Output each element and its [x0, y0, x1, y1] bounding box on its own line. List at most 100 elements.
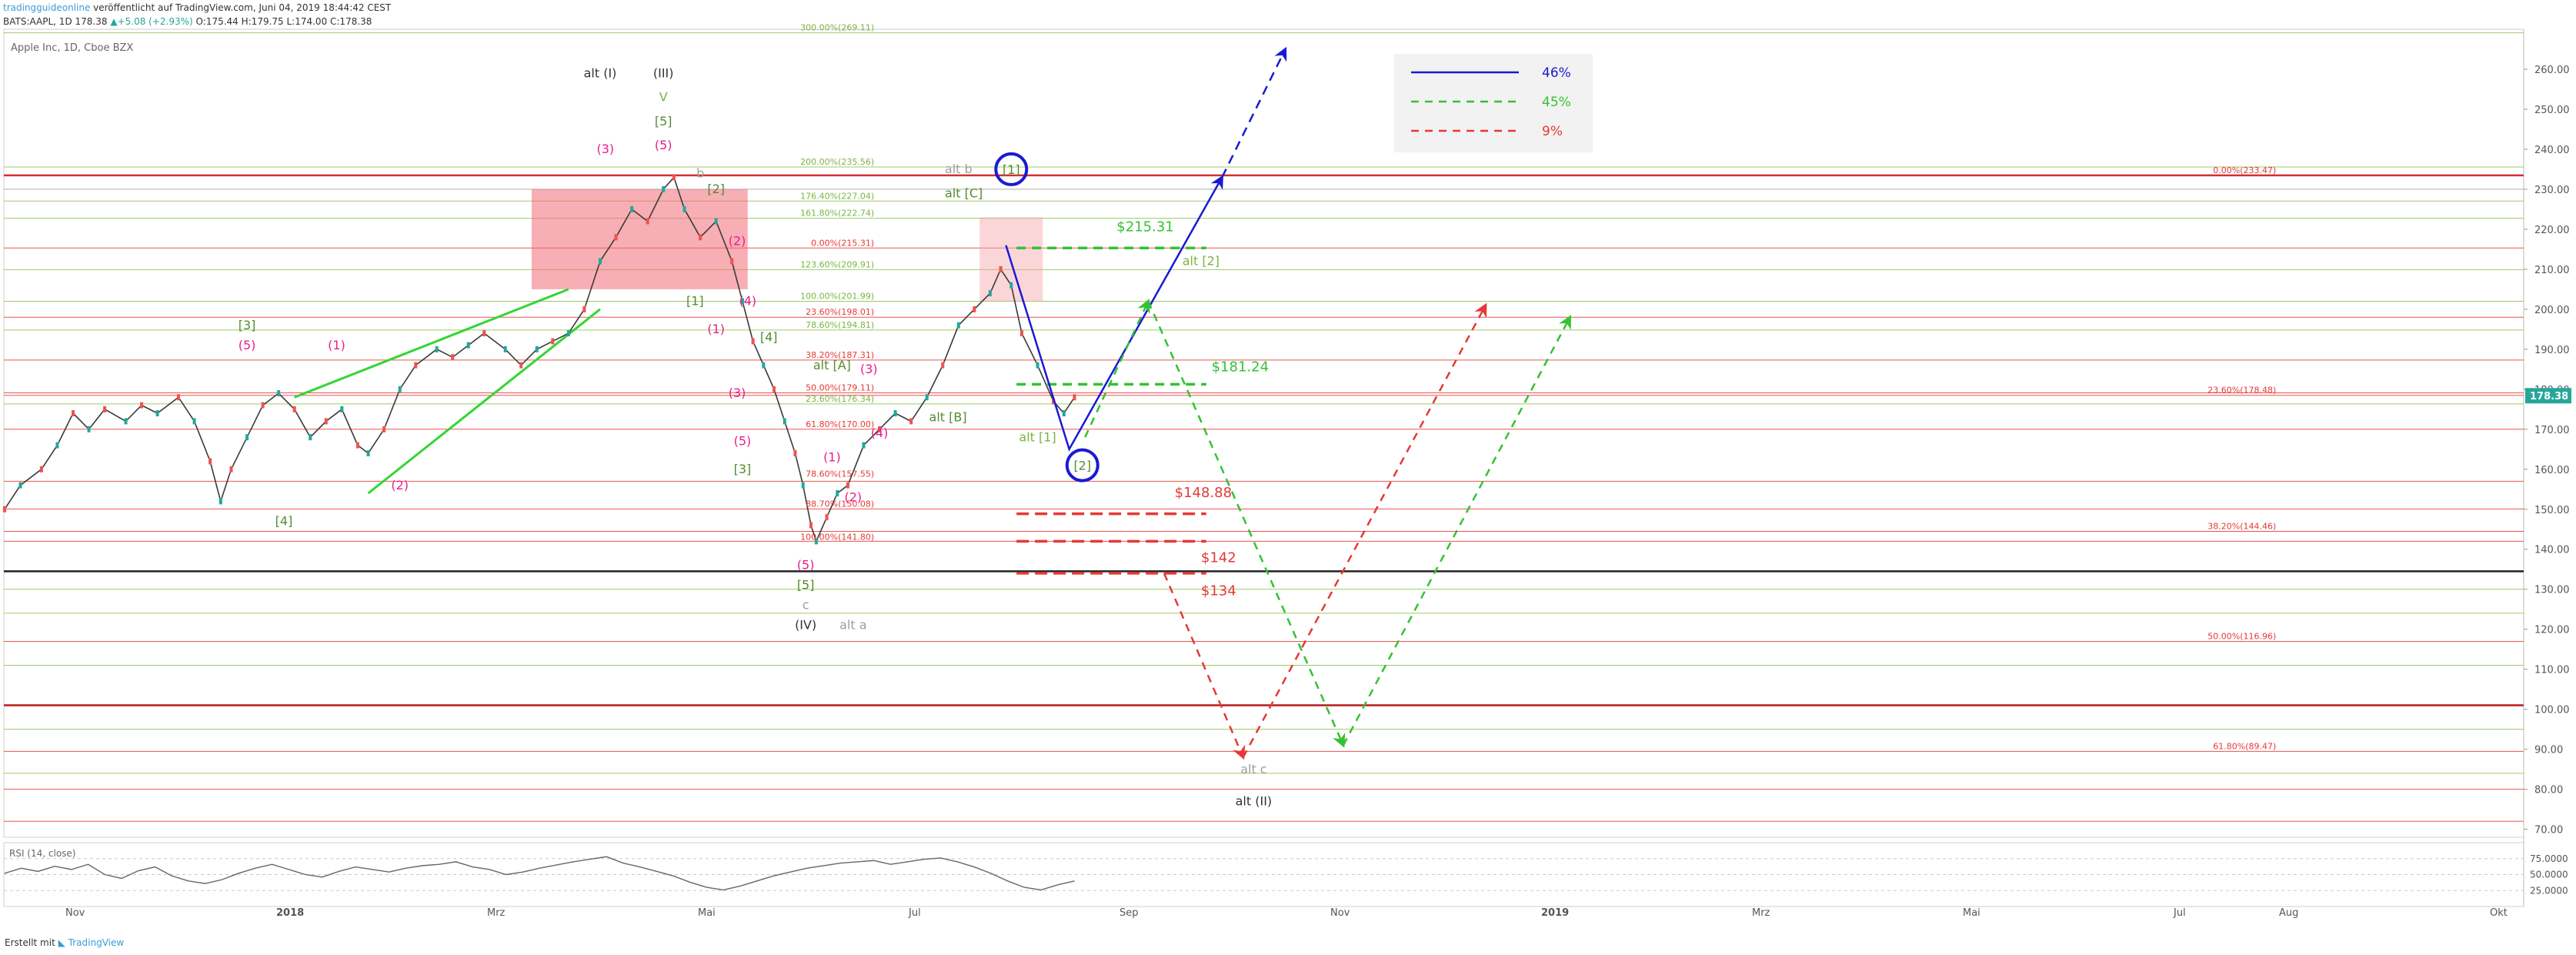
- price-candle: [229, 466, 233, 472]
- wave-label: [4]: [760, 329, 778, 344]
- price-candle: [893, 410, 897, 417]
- price-zone: [531, 189, 748, 289]
- wave-label: (3): [597, 142, 615, 156]
- price-tick-label: 110.00: [2534, 665, 2570, 676]
- price-candle: [925, 394, 929, 401]
- legend-label: 45%: [1542, 95, 1571, 110]
- wedge-trendline: [294, 288, 569, 399]
- price-candle: [103, 406, 107, 412]
- circle-wave-label: [2]: [1073, 459, 1091, 473]
- price-candle: [219, 498, 222, 505]
- price-candle: [551, 338, 555, 345]
- price-tick-label: 220.00: [2534, 225, 2570, 236]
- wave-label: (5): [797, 558, 815, 573]
- wave-label: alt [B]: [929, 409, 967, 424]
- price-candle: [155, 410, 159, 417]
- price-candle: [1036, 362, 1039, 369]
- projection-green-dashed-up: [1084, 299, 1150, 438]
- price-candle: [482, 330, 486, 337]
- tradingview-icon: ◣: [58, 937, 65, 948]
- fib-level-label: 176.40%(227.04): [800, 191, 874, 201]
- time-tick-label: Sep: [1119, 907, 1139, 919]
- price-candle: [192, 418, 196, 425]
- footer-prefix: Erstellt mit: [5, 937, 55, 948]
- wave-label: [3]: [239, 318, 256, 332]
- wave-label: (IV): [795, 618, 816, 633]
- price-candle: [398, 386, 402, 392]
- price-candle: [582, 306, 586, 312]
- wave-label: [5]: [797, 578, 815, 593]
- price-tick-label: 150.00: [2534, 505, 2570, 516]
- price-candle: [956, 322, 960, 329]
- fib-level-label: 88.70%(150.08): [806, 499, 874, 509]
- wave-label: (5): [239, 338, 256, 352]
- rsi-tick-label: 25.0000: [2530, 885, 2568, 896]
- fib-level-label: 0.00%(233.47): [2213, 165, 2276, 175]
- tradingview-link[interactable]: TradingView: [68, 937, 125, 948]
- wave-label: (1): [328, 338, 345, 352]
- price-candle: [672, 174, 676, 181]
- circle-wave-label: [1]: [1003, 162, 1020, 177]
- price-candle: [814, 538, 818, 545]
- price-candle: [646, 218, 649, 225]
- wave-label: b: [696, 165, 704, 180]
- wave-label: (4): [739, 294, 756, 309]
- price-tick-label: 70.00: [2534, 825, 2563, 836]
- price-candle: [355, 442, 359, 449]
- wave-label: (1): [707, 322, 725, 336]
- fib-level-label: 0.00%(215.31): [811, 238, 874, 248]
- fib-level-label: 23.60%(178.48): [2207, 386, 2276, 396]
- legend-box: [1394, 54, 1593, 152]
- wave-label: alt (II): [1236, 793, 1273, 808]
- wave-label: (5): [655, 138, 672, 152]
- wave-label: (4): [871, 426, 889, 440]
- price-candle: [988, 290, 992, 297]
- price-candle: [466, 342, 470, 349]
- price-candle: [87, 426, 91, 432]
- fib-level-label: 23.60%(176.34): [806, 394, 874, 404]
- wave-label: [3]: [734, 462, 752, 476]
- projection-red-dashed-up: [1242, 302, 1487, 758]
- price-candle: [836, 489, 839, 496]
- price-candle: [862, 442, 866, 449]
- price-tick-label: 120.00: [2534, 625, 2570, 636]
- price-candle: [177, 394, 180, 401]
- rsi-line: [4, 856, 1075, 891]
- wave-label: alt [2]: [1183, 254, 1220, 269]
- price-candle: [941, 362, 945, 369]
- price-candle: [846, 482, 849, 489]
- wave-label: (3): [860, 362, 878, 376]
- price-candle: [614, 234, 618, 241]
- wave-label: alt a: [839, 618, 866, 633]
- price-candle: [435, 346, 439, 352]
- time-tick-label: Mai: [1963, 907, 1980, 919]
- fib-level-label: 38.20%(187.31): [806, 350, 874, 360]
- author-link[interactable]: tradingguideonline: [3, 2, 91, 13]
- price-candle: [209, 458, 212, 465]
- projection-green-dashed-down: [1147, 300, 1346, 748]
- fib-level-label: 23.60%(198.01): [806, 307, 874, 317]
- price-candle: [809, 522, 813, 529]
- price-candle: [699, 234, 702, 241]
- price-candle: [124, 418, 128, 425]
- price-candle: [1020, 330, 1023, 337]
- price-candle: [451, 354, 455, 361]
- current-price-badge: [2525, 388, 2571, 404]
- price-candle: [1062, 410, 1066, 417]
- wave-label: alt c: [1240, 762, 1266, 776]
- price-candle: [1009, 282, 1013, 289]
- price-tick-label: 210.00: [2534, 265, 2570, 276]
- fib-level-label: 300.00%(269.11): [800, 23, 874, 33]
- price-tick-label: 100.00: [2534, 705, 2570, 716]
- last-price: 178.38: [75, 16, 108, 27]
- time-tick-label: 2019: [1541, 907, 1569, 919]
- wave-label: (2): [844, 489, 862, 504]
- price-candle: [140, 402, 144, 409]
- rsi-tick-label: 75.0000: [2530, 853, 2568, 864]
- projection-blue-dashed: [1221, 46, 1287, 178]
- wave-label: V: [659, 90, 668, 105]
- header-line2: BATS:AAPL, 1D 178.38 ▲+5.08 (+2.93%) O:1…: [3, 16, 372, 27]
- target-label: $148.88: [1175, 485, 1232, 501]
- price-change: ▲+5.08 (+2.93%): [110, 16, 193, 27]
